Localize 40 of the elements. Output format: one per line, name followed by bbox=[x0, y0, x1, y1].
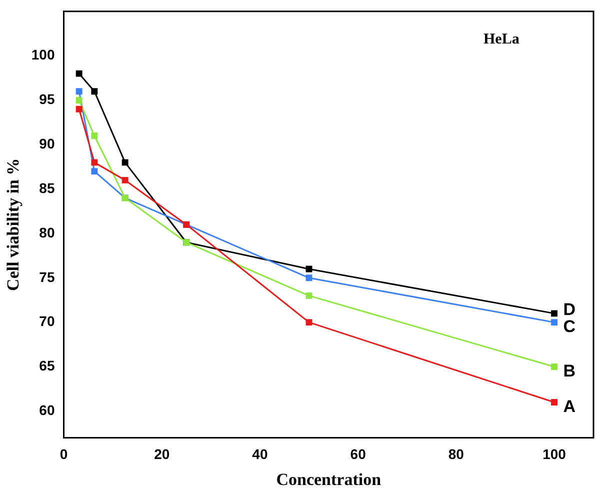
x-tick-label: 20 bbox=[154, 446, 170, 462]
point bbox=[306, 292, 312, 299]
point bbox=[551, 364, 558, 370]
y-tick-label: 100 bbox=[31, 46, 55, 63]
point bbox=[306, 266, 312, 272]
y-tick-label: 75 bbox=[39, 268, 55, 285]
point bbox=[551, 319, 558, 326]
point bbox=[76, 106, 82, 112]
series-label: D bbox=[563, 300, 576, 320]
x-tick-label: 60 bbox=[350, 446, 366, 462]
point bbox=[306, 274, 312, 282]
y-tick-label: 65 bbox=[39, 358, 55, 374]
x-tick-label: 80 bbox=[448, 446, 464, 462]
annotation: HeLa bbox=[484, 31, 520, 48]
y-tick-label: 60 bbox=[39, 402, 55, 418]
x-axis-title: Concentration bbox=[276, 470, 382, 490]
point bbox=[76, 88, 82, 95]
point bbox=[76, 97, 82, 104]
point bbox=[91, 159, 98, 166]
point bbox=[122, 176, 128, 184]
x-tick-label: 0 bbox=[60, 446, 68, 462]
point bbox=[91, 88, 98, 95]
point bbox=[306, 319, 312, 326]
series-label: C bbox=[563, 317, 576, 336]
point bbox=[551, 399, 558, 406]
series-label: B bbox=[563, 361, 576, 380]
point bbox=[122, 159, 128, 166]
point bbox=[91, 132, 98, 139]
y-tick-label: 70 bbox=[39, 313, 55, 330]
series-label: A bbox=[563, 396, 576, 416]
y-tick-label: 90 bbox=[39, 136, 55, 152]
point bbox=[76, 70, 82, 77]
y-axis-title: Cell viability in % bbox=[4, 158, 23, 291]
x-tick-label: 40 bbox=[252, 446, 268, 462]
y-tick-label: 80 bbox=[39, 224, 55, 240]
point bbox=[91, 168, 98, 175]
y-tick-label: 95 bbox=[39, 91, 55, 108]
x-tick-label: 100 bbox=[542, 446, 566, 462]
point bbox=[551, 310, 558, 317]
y-tick-label: 85 bbox=[39, 180, 55, 196]
